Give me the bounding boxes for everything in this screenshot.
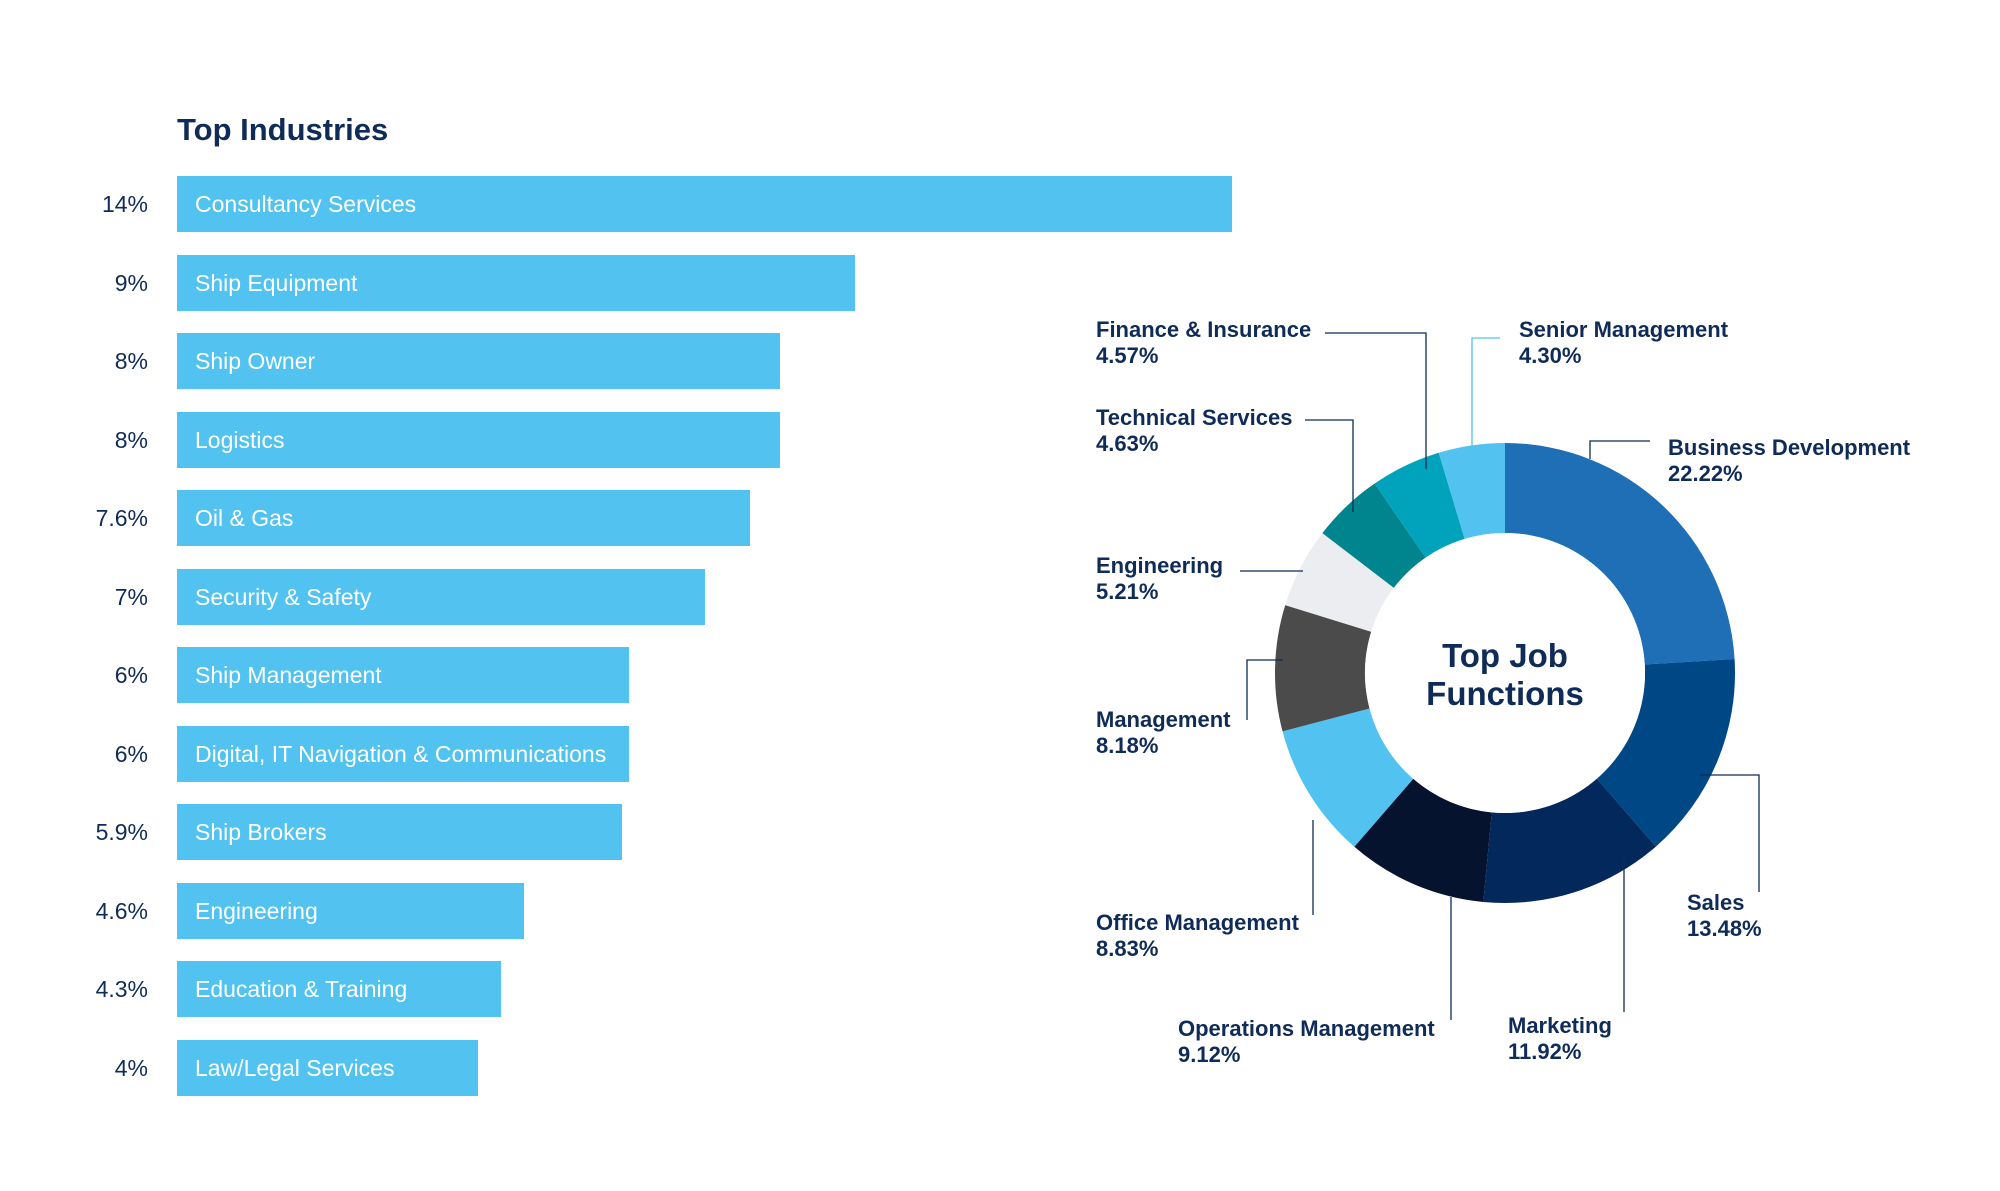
bar-category-label: Education & Training bbox=[195, 976, 408, 1002]
slice-value-label: 8.83% bbox=[1096, 936, 1158, 961]
bar: Security & Safety bbox=[177, 568, 705, 625]
bar: Law/Legal Services bbox=[177, 1039, 479, 1096]
bar-category-label: Logistics bbox=[195, 426, 285, 453]
leader-line bbox=[1700, 774, 1760, 892]
bar-value-label: 7% bbox=[114, 583, 148, 610]
slice-name-label: Marketing bbox=[1508, 1013, 1612, 1038]
slice-name-label: Office Management bbox=[1096, 910, 1300, 935]
slice-value-label: 22.22% bbox=[1668, 461, 1743, 486]
donut-slice bbox=[1483, 778, 1656, 903]
bar-value-label: 8% bbox=[114, 348, 148, 374]
donut-slice bbox=[1596, 659, 1736, 847]
bar: Ship Equipment bbox=[177, 254, 856, 311]
bar-category-label: Law/Legal Services bbox=[195, 1054, 395, 1081]
donut-slice bbox=[1438, 443, 1505, 539]
donut-slice bbox=[1505, 443, 1735, 665]
bar-chart-title: Top Industries bbox=[177, 112, 389, 147]
donut-slice bbox=[1282, 708, 1414, 847]
slice-value-label: 13.48% bbox=[1687, 916, 1762, 941]
donut-slice bbox=[1354, 778, 1492, 902]
slice-name-label: Finance & Insurance bbox=[1096, 317, 1311, 342]
slice-value-label: 4.63% bbox=[1096, 431, 1158, 456]
donut-hole bbox=[1365, 533, 1645, 813]
donut-slice bbox=[1275, 605, 1372, 732]
donut-slice bbox=[1285, 533, 1394, 632]
donut-slice bbox=[1322, 483, 1426, 588]
bar-value-label: 9% bbox=[114, 269, 148, 296]
bar: Logistics bbox=[177, 411, 780, 468]
bar-value-label: 6% bbox=[114, 740, 148, 767]
bar: Consultancy Services bbox=[177, 176, 1232, 232]
slice-value-label: 4.30% bbox=[1519, 343, 1581, 368]
bar-chart: 14% Consultancy Services 9% Ship Equipment 8… bbox=[95, 176, 1232, 1096]
bar-category-label: Ship Equipment bbox=[195, 269, 358, 296]
bar: Digital, IT Navigation & Communications bbox=[177, 725, 630, 782]
bar-category-label: Ship Management bbox=[195, 662, 382, 688]
bar-category-label: Oil & Gas bbox=[195, 505, 294, 531]
slice-name-label: Senior Management bbox=[1519, 317, 1729, 342]
bar-value-label: 5.9% bbox=[95, 819, 148, 845]
slice-value-label: 8.18% bbox=[1096, 733, 1158, 758]
bar: Ship Owner bbox=[177, 333, 780, 389]
leader-line bbox=[1325, 332, 1427, 469]
slice-value-label: 11.92% bbox=[1508, 1039, 1581, 1064]
bar-value-label: 7.6% bbox=[95, 505, 148, 531]
bar: Engineering bbox=[177, 882, 524, 939]
donut-slice bbox=[1374, 452, 1465, 558]
bar-category-label: Engineering bbox=[195, 897, 318, 924]
bar-category-label: Security & Safety bbox=[195, 583, 372, 610]
bar-value-label: 4.6% bbox=[95, 897, 148, 924]
donut-center-label: Functions bbox=[1426, 675, 1584, 712]
slice-name-label: Operations Management bbox=[1178, 1016, 1435, 1041]
bar: Education & Training bbox=[177, 961, 502, 1017]
bar: Ship Management bbox=[177, 647, 630, 703]
slice-value-label: 9.12% bbox=[1178, 1042, 1240, 1067]
bar: Oil & Gas bbox=[177, 490, 750, 546]
slice-value-label: 5.21% bbox=[1096, 579, 1158, 604]
slice-value-label: 4.57% bbox=[1096, 343, 1158, 368]
slice-name-label: Sales bbox=[1687, 890, 1745, 915]
bar-value-label: 4% bbox=[114, 1054, 148, 1081]
bar-category-label: Digital, IT Navigation & Communications bbox=[195, 740, 607, 767]
leader-line bbox=[1471, 337, 1500, 452]
bar-value-label: 14% bbox=[101, 191, 148, 217]
slice-name-label: Business Development bbox=[1668, 435, 1911, 460]
leader-line bbox=[1589, 440, 1650, 459]
bar-category-label: Ship Brokers bbox=[195, 819, 327, 845]
bar-category-label: Consultancy Services bbox=[195, 191, 417, 217]
slice-name-label: Management bbox=[1096, 707, 1231, 732]
donut-center-label: Top Job bbox=[1442, 637, 1568, 674]
bar-value-label: 8% bbox=[114, 426, 148, 453]
leader-line bbox=[1246, 659, 1283, 720]
bar: Ship Brokers bbox=[177, 804, 622, 860]
slice-name-label: Engineering bbox=[1096, 553, 1223, 578]
bar-value-label: 6% bbox=[114, 662, 148, 688]
leader-line bbox=[1305, 419, 1354, 512]
slice-name-label: Technical Services bbox=[1096, 405, 1293, 430]
bar-value-label: 4.3% bbox=[95, 976, 148, 1002]
bar-category-label: Ship Owner bbox=[195, 348, 316, 374]
